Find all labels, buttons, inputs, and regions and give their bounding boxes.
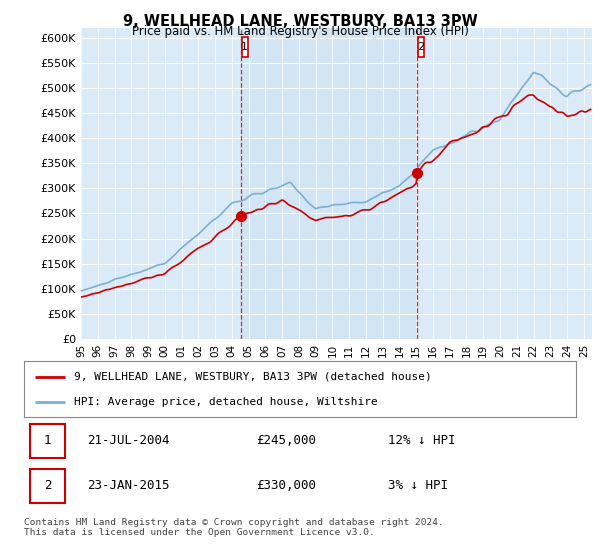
- FancyBboxPatch shape: [242, 36, 248, 57]
- Text: 2: 2: [418, 41, 425, 52]
- Text: 12% ↓ HPI: 12% ↓ HPI: [388, 435, 456, 447]
- Text: 9, WELLHEAD LANE, WESTBURY, BA13 3PW: 9, WELLHEAD LANE, WESTBURY, BA13 3PW: [122, 14, 478, 29]
- Text: 1: 1: [241, 41, 248, 52]
- FancyBboxPatch shape: [418, 36, 424, 57]
- Text: 9, WELLHEAD LANE, WESTBURY, BA13 3PW (detached house): 9, WELLHEAD LANE, WESTBURY, BA13 3PW (de…: [74, 372, 431, 382]
- Text: Contains HM Land Registry data © Crown copyright and database right 2024.
This d: Contains HM Land Registry data © Crown c…: [24, 518, 444, 538]
- FancyBboxPatch shape: [29, 469, 65, 503]
- Text: 1: 1: [44, 435, 51, 447]
- Text: £245,000: £245,000: [256, 435, 316, 447]
- Text: £330,000: £330,000: [256, 479, 316, 492]
- FancyBboxPatch shape: [29, 424, 65, 458]
- Text: Price paid vs. HM Land Registry's House Price Index (HPI): Price paid vs. HM Land Registry's House …: [131, 25, 469, 38]
- Text: 21-JUL-2004: 21-JUL-2004: [88, 435, 170, 447]
- Bar: [241, 28, 417, 339]
- Text: 2: 2: [44, 479, 51, 492]
- Text: 23-JAN-2015: 23-JAN-2015: [88, 479, 170, 492]
- Text: HPI: Average price, detached house, Wiltshire: HPI: Average price, detached house, Wilt…: [74, 396, 377, 407]
- Text: 3% ↓ HPI: 3% ↓ HPI: [388, 479, 448, 492]
